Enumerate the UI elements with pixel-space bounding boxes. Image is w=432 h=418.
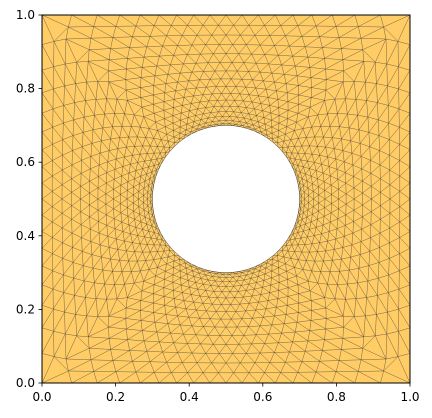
- x-tick-label: 0.6: [253, 390, 272, 404]
- x-tick-label: 0.2: [106, 390, 125, 404]
- x-tick-label: 1.0: [400, 390, 419, 404]
- x-tick-label: 0.4: [180, 390, 199, 404]
- y-tick-label: 0.8: [16, 82, 35, 96]
- axes-frame: [41, 14, 411, 384]
- y-tick-label: 0.2: [16, 302, 35, 316]
- y-tick-label: 0.0: [16, 376, 35, 390]
- hole: [152, 125, 300, 273]
- y-tick-label: 0.4: [16, 229, 35, 243]
- x-tick-label: 0.8: [327, 390, 346, 404]
- y-tick-label: 0.6: [16, 155, 35, 169]
- y-tick-label: 1.0: [16, 8, 35, 22]
- x-tick-label: 0.0: [32, 390, 51, 404]
